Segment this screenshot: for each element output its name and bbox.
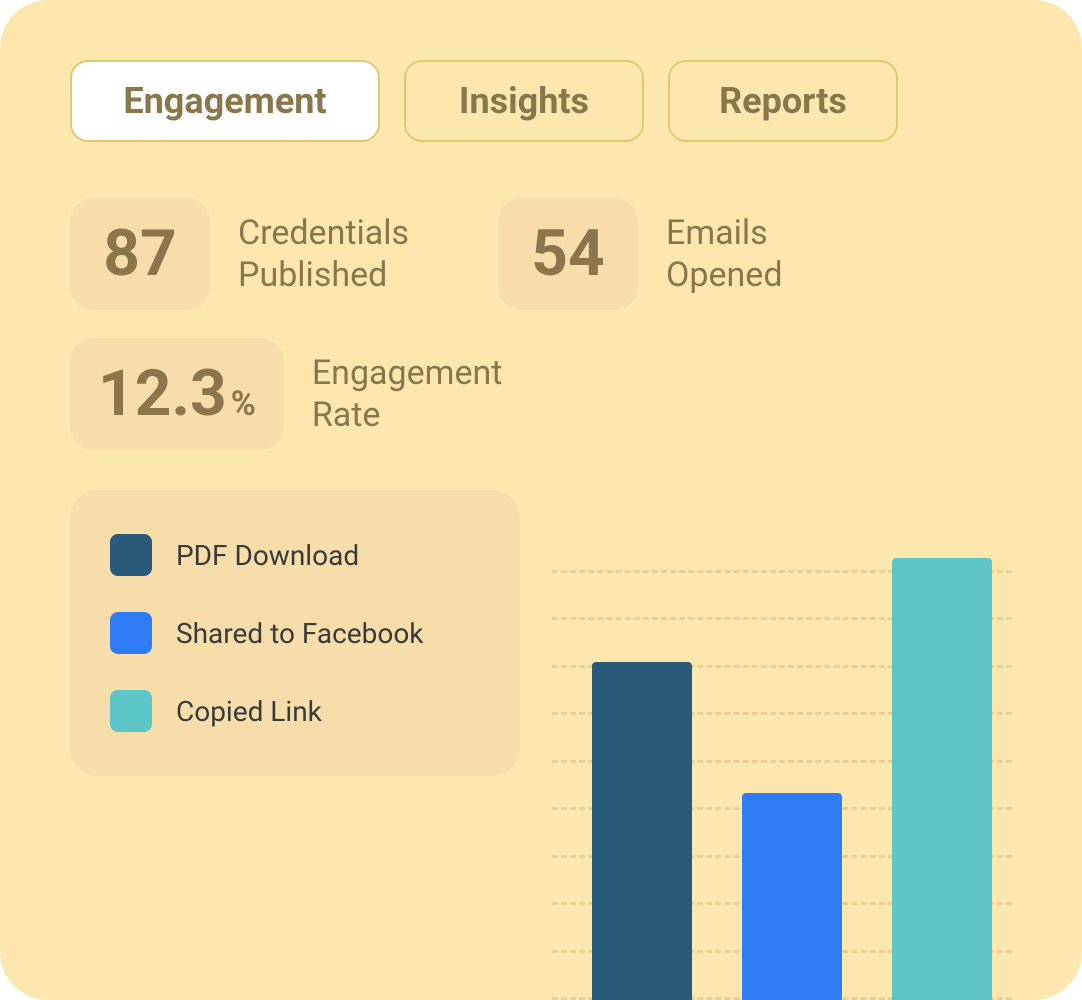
stats-grid: 87 Credentials Published 54 Emails Opene… [70,198,1012,450]
bar-pdf [592,662,692,1000]
legend-swatch-link [110,690,152,732]
engagement-card: Engagement Insights Reports 87 Credentia… [0,0,1082,1000]
legend-swatch-pdf [110,534,152,576]
tabs: Engagement Insights Reports [70,60,1012,142]
tab-insights[interactable]: Insights [404,60,644,142]
legend-item-pdf: PDF Download [110,534,480,576]
bar-facebook [742,793,842,1000]
chart-bars [592,530,1002,1000]
legend-swatch-facebook [110,612,152,654]
stat-rate-unit: % [231,384,256,424]
bar-chart [552,530,1012,1000]
stat-credentials-box: 87 [70,198,210,310]
stat-rate-box: 12.3 % [70,338,284,450]
stat-rate-label: Engagement Rate [312,352,532,437]
tab-reports[interactable]: Reports [668,60,898,142]
tab-engagement[interactable]: Engagement [70,60,380,142]
legend-item-link: Copied Link [110,690,480,732]
stat-emails-value: 54 [531,222,604,286]
stat-rate-value: 12.3 [98,362,227,426]
legend-item-facebook: Shared to Facebook [110,612,480,654]
legend-label-facebook: Shared to Facebook [176,617,424,650]
bar-link [892,558,992,1000]
stat-credentials-label: Credentials Published [238,212,458,297]
stat-emails-label: Emails Opened [666,212,886,297]
stat-credentials-value: 87 [103,222,176,286]
stat-rate: 12.3 % Engagement Rate [70,338,1012,450]
chart-legend: PDF Download Shared to Facebook Copied L… [70,490,520,776]
stat-credentials: 87 Credentials Published [70,198,458,310]
legend-label-link: Copied Link [176,695,322,728]
legend-label-pdf: PDF Download [176,539,359,572]
stat-emails-box: 54 [498,198,638,310]
stat-emails: 54 Emails Opened [498,198,886,310]
